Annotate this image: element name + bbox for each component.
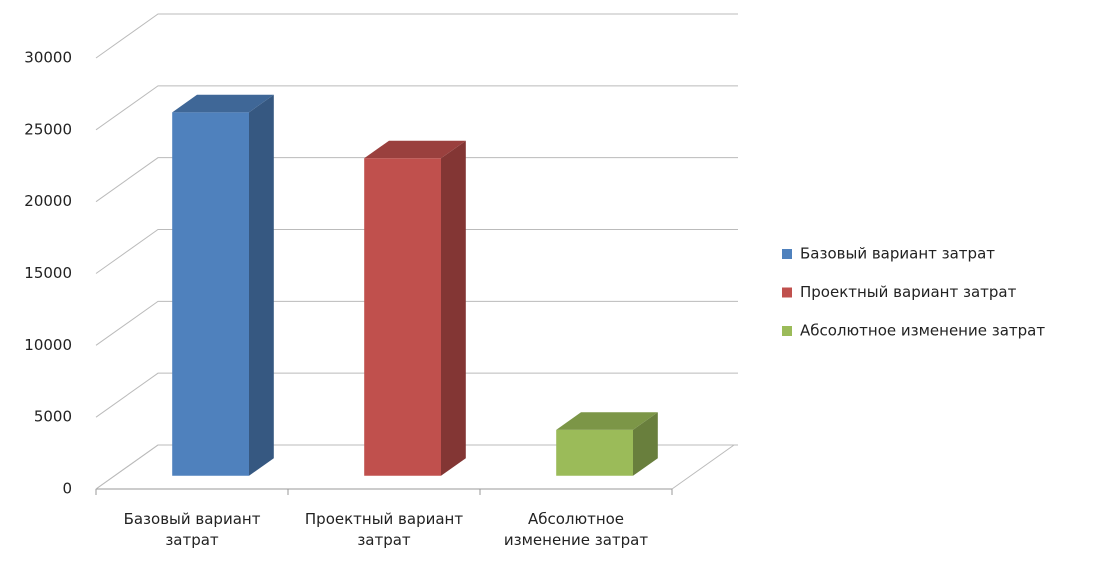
legend-label: Проектный вариант затрат	[800, 283, 1017, 301]
grid-line	[95, 157, 738, 203]
y-tick-label: 20000	[24, 192, 72, 210]
bar-side	[441, 140, 466, 476]
bar-side	[249, 94, 274, 476]
y-tick-label: 25000	[24, 120, 72, 138]
y-tick-label: 10000	[24, 336, 72, 354]
bar-top	[172, 94, 274, 113]
y-tick-label: 5000	[34, 408, 72, 426]
legend-label: Абсолютное изменение затрат	[800, 322, 1045, 340]
bar	[364, 140, 466, 476]
x-tick-label: Абсолютное изменение затрат	[503, 510, 649, 549]
grid-line	[95, 85, 738, 131]
bar	[172, 94, 274, 476]
x-tick-label: Базовый вариант затрат	[123, 510, 261, 549]
grid-line	[95, 13, 738, 59]
grid-line	[95, 300, 738, 346]
bar-top	[364, 140, 466, 159]
grid-line	[95, 372, 738, 418]
y-tick-label: 15000	[24, 264, 72, 282]
legend-swatch	[782, 249, 792, 259]
legend-swatch	[782, 287, 792, 298]
bar-side	[633, 412, 658, 476]
legend-label: Базовый вариант затрат	[800, 245, 995, 263]
bar-top	[556, 412, 658, 430]
bar-front	[364, 158, 441, 476]
x-tick-label: Проектный вариант затрат	[304, 510, 464, 549]
grid-line	[95, 229, 738, 274]
bar-front	[556, 429, 633, 476]
bar	[556, 412, 658, 476]
y-tick-label: 30000	[24, 49, 72, 67]
legend-swatch	[782, 326, 792, 336]
y-tick-label: 0	[62, 480, 72, 498]
bar-front	[172, 112, 249, 476]
grid-line	[95, 444, 738, 490]
